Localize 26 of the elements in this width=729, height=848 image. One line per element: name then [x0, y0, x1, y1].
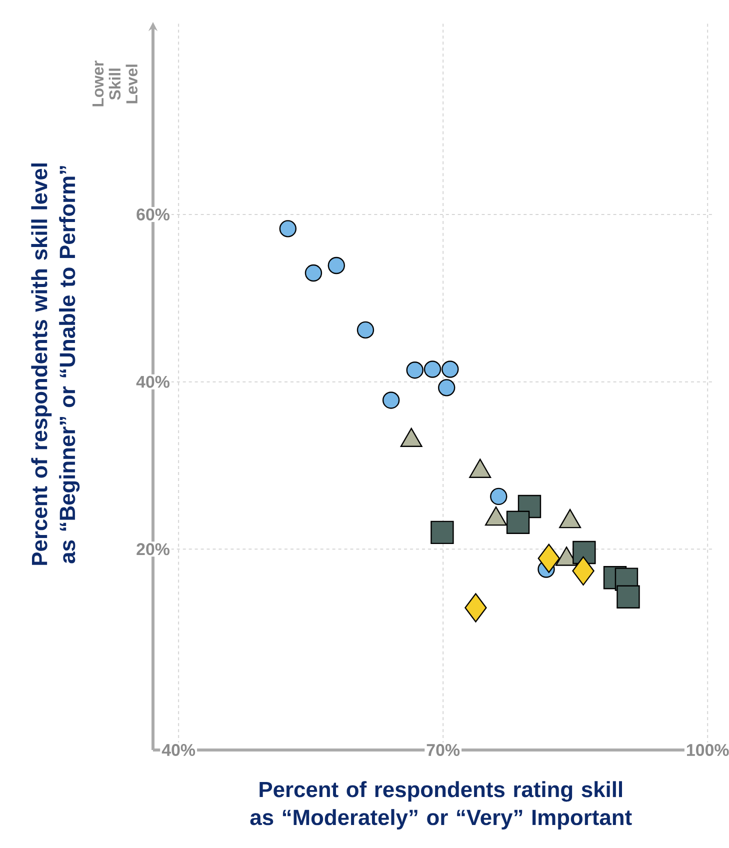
point	[572, 540, 596, 564]
x-tick-label: 100%	[687, 744, 729, 756]
point	[279, 220, 296, 238]
point	[424, 360, 442, 378]
point	[438, 379, 456, 396]
point	[506, 510, 530, 534]
y-axis-title: Percent of respondents with skill level as “Beginner” or “Unable to Perform”	[31, 164, 80, 565]
y-tick-label: 60%	[136, 208, 170, 220]
y-tick-label: 20%	[136, 543, 170, 556]
point	[406, 362, 424, 379]
point	[328, 256, 345, 274]
point	[464, 593, 487, 622]
point	[382, 392, 400, 409]
point	[304, 264, 322, 282]
point	[442, 360, 459, 378]
x-tick-label: 70%	[426, 744, 460, 756]
x-tick-label: 40%	[162, 744, 196, 756]
point	[490, 488, 508, 506]
point	[356, 321, 374, 339]
point	[538, 544, 560, 573]
x-axis-title: Percent of respondents rating skill as “Moderately” or “Very” Important	[250, 781, 632, 830]
y-tick-label: 40%	[136, 376, 170, 388]
text: Lower Skill Level	[92, 60, 138, 106]
point	[572, 556, 594, 586]
point	[616, 585, 640, 608]
point	[430, 520, 454, 544]
